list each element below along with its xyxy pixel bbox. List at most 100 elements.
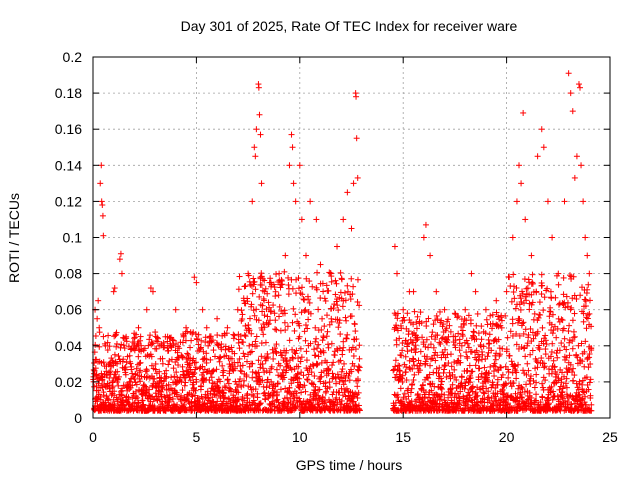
data-point: [178, 392, 185, 399]
data-point: [301, 296, 308, 303]
data-point: [307, 340, 314, 347]
data-point: [125, 394, 132, 401]
data-point: [148, 341, 155, 348]
data-point: [221, 383, 228, 390]
y-tick-label: 0.1: [63, 230, 83, 246]
data-point: [248, 348, 255, 355]
data-point: [242, 322, 249, 329]
data-point: [211, 353, 218, 360]
data-point: [281, 310, 288, 317]
data-point: [270, 281, 277, 288]
data-point: [188, 337, 195, 344]
data-point: [220, 372, 227, 379]
data-point: [288, 407, 295, 414]
data-point: [149, 383, 156, 390]
data-point: [255, 357, 262, 364]
data-point: [241, 332, 248, 339]
data-point: [115, 382, 122, 389]
data-point: [250, 275, 257, 282]
data-point: [249, 290, 256, 297]
data-point: [239, 393, 246, 400]
data-point: [159, 360, 166, 367]
data-point: [223, 330, 230, 337]
data-point: [309, 283, 316, 290]
data-point: [128, 363, 135, 370]
data-point: [268, 363, 275, 370]
data-point: [265, 354, 272, 361]
data-point: [160, 378, 167, 385]
data-point: [251, 278, 258, 285]
data-point: [256, 293, 263, 300]
data-point: [288, 366, 295, 373]
data-point: [163, 367, 170, 374]
data-point: [241, 397, 248, 404]
data-point: [231, 350, 238, 357]
data-point: [297, 358, 304, 365]
data-point: [192, 331, 199, 338]
data-point: [281, 319, 288, 326]
data-point: [275, 292, 282, 299]
data-point: [307, 310, 314, 317]
data-point: [146, 392, 153, 399]
data-point: [237, 367, 244, 374]
data-point: [115, 353, 122, 360]
data-point: [266, 304, 273, 311]
data-point: [236, 378, 243, 385]
data-point: [189, 393, 196, 400]
data-point: [220, 367, 227, 374]
data-point: [98, 370, 105, 377]
data-point: [258, 353, 265, 360]
data-point: [222, 384, 229, 391]
data-point: [195, 341, 202, 348]
x-tick-label: 20: [499, 429, 515, 445]
data-point: [263, 367, 270, 374]
data-point: [194, 336, 201, 343]
data-point: [153, 345, 160, 352]
y-tick-label: 0: [74, 410, 82, 426]
data-point: [283, 394, 290, 401]
data-point: [209, 368, 216, 375]
data-point: [259, 377, 266, 384]
data-point: [259, 308, 266, 315]
data-point: [245, 322, 252, 329]
data-point: [207, 390, 214, 397]
y-tick-label: 0.2: [63, 49, 83, 65]
data-point: [273, 366, 280, 373]
data-point: [174, 349, 181, 356]
data-point: [149, 340, 156, 347]
data-point: [260, 383, 267, 390]
data-point: [231, 332, 238, 339]
data-point: [179, 353, 186, 360]
data-point: [209, 337, 216, 344]
data-point: [170, 365, 177, 372]
data-point: [240, 350, 247, 357]
data-point: [193, 378, 200, 385]
y-tick-label: 0.12: [55, 193, 82, 209]
data-point: [296, 375, 303, 382]
data-point: [253, 333, 260, 340]
data-point: [214, 398, 221, 405]
data-point: [286, 384, 293, 391]
data-point: [281, 268, 288, 275]
data-point: [174, 393, 181, 400]
data-point: [136, 360, 143, 367]
data-point: [252, 386, 259, 393]
data-point: [281, 374, 288, 381]
data-point: [137, 359, 144, 366]
data-point: [297, 345, 304, 352]
data-point: [172, 381, 179, 388]
data-point: [148, 353, 155, 360]
data-point: [273, 341, 280, 348]
data-point: [114, 360, 121, 367]
data-point: [190, 371, 197, 378]
data-point: [213, 366, 220, 373]
data-point: [202, 334, 209, 341]
data-point: [127, 378, 134, 385]
data-point: [123, 338, 130, 345]
data-point: [225, 345, 232, 352]
data-point: [100, 359, 107, 366]
data-point: [238, 307, 245, 314]
data-point: [259, 302, 266, 309]
data-point: [154, 334, 161, 341]
data-point: [253, 343, 260, 349]
